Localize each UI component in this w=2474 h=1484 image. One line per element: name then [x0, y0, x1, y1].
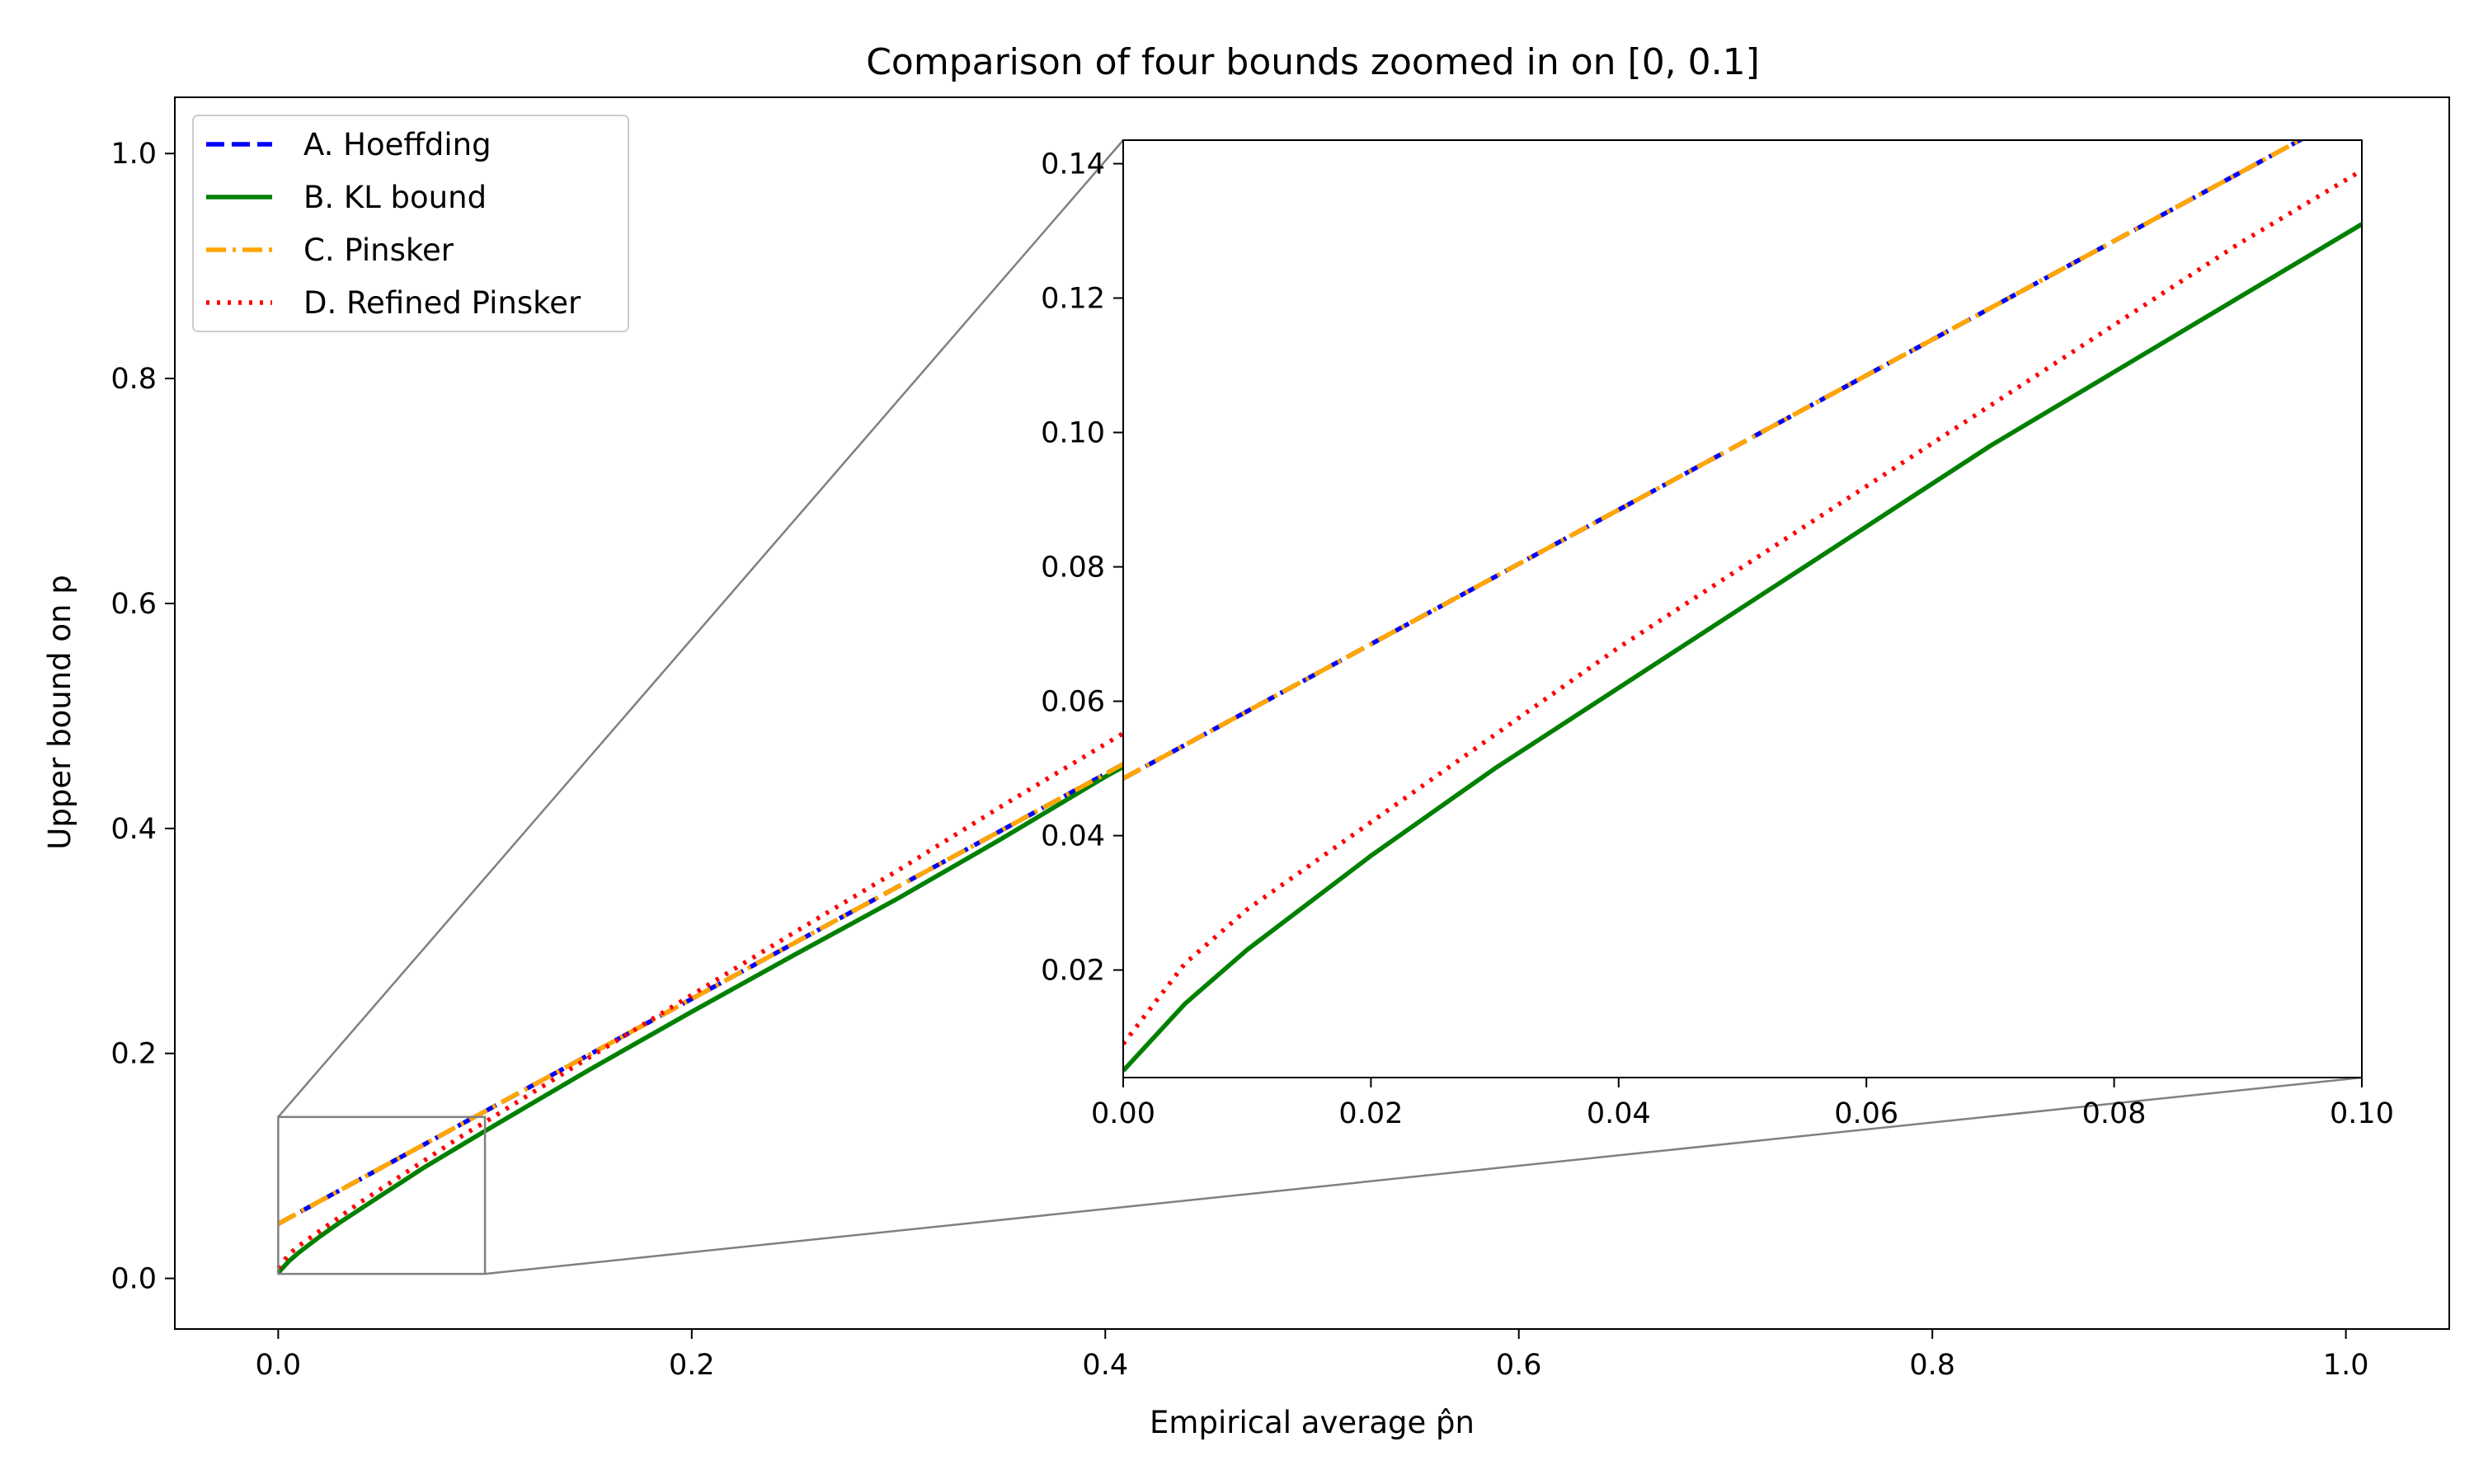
- inset-plot: 0.00 0.02 0.04 0.06 0.08 0.10 0.020.040.060.0…: [1041, 139, 2394, 1130]
- inset-series-layer: [1123, 140, 2362, 1073]
- connector-line-lower: [484, 1076, 2363, 1275]
- inset-x-tick-label: 0.02: [1338, 1097, 1403, 1130]
- inset-series-line-1: [1123, 140, 2305, 781]
- zoom-connector-lines: [277, 139, 2363, 1275]
- x-tick-label: 0.0: [256, 1349, 302, 1382]
- inset-x-tick-label: 0.08: [2082, 1097, 2147, 1130]
- inset-x-tick-label: 0.04: [1587, 1097, 1651, 1130]
- inset-y-tick-label: 0.08: [1041, 552, 1105, 585]
- main-axes-frame: [174, 96, 2450, 1330]
- main-series-line-3: [277, 760, 1127, 1226]
- y-tick-label: 0.0: [111, 1263, 157, 1296]
- legend-label-4: D. Refined Pinsker: [303, 285, 581, 321]
- y-tick-label: 0.6: [111, 588, 157, 621]
- inset-y-tick-label: 0.06: [1041, 686, 1105, 719]
- x-tick-label: 0.4: [1082, 1349, 1128, 1382]
- inset-y-tick-label: 0.04: [1041, 820, 1105, 853]
- main-series-line-2: [276, 763, 1127, 1275]
- x-tick-label: 1.0: [2323, 1349, 2369, 1382]
- main-series-layer: [276, 730, 1127, 1275]
- y-tick-label: 0.4: [111, 813, 157, 846]
- main-series-line-4: [276, 730, 1127, 1270]
- main-y-ticks: 0.0 0.2 0.4 0.6 0.8 1.0: [111, 138, 175, 1296]
- inset-y-tick-label: 0.10: [1041, 417, 1105, 450]
- x-axis-label: Empirical average p̂n: [1150, 1405, 1475, 1440]
- inset-x-tick-label: 0.06: [1834, 1097, 1898, 1130]
- y-tick-label: 0.2: [111, 1038, 157, 1071]
- zoom-indicator-box: [277, 1115, 487, 1275]
- inset-x-ticks: 0.00 0.02 0.04 0.06 0.08 0.10: [1091, 1078, 2394, 1130]
- inset-y-tick-label: 0.12: [1041, 283, 1105, 316]
- y-axis-label: Upper bound on p: [42, 575, 78, 849]
- main-plot: 0.0 0.2 0.4 0.6 0.8 1.0 0.0 0.2 0.4 0.6 0.8 1.0: [111, 96, 2450, 1382]
- inset-series-line-2: [1123, 222, 2362, 1073]
- legend-label-3: C. Pinsker: [303, 232, 454, 268]
- legend-label-2: B. KL bound: [303, 180, 487, 215]
- inset-series-line-3: [1123, 140, 2305, 781]
- chart-title: Comparison of four bounds zoomed in on […: [866, 41, 1760, 83]
- inset-y-ticks: 0.02 0.04 0.06 0.08 0.10 0.12 0.14: [1041, 148, 1123, 988]
- legend-label-1: A. Hoeffding: [303, 127, 492, 162]
- inset-series-line-4: [1123, 168, 2362, 1045]
- inset-y-tick-label: 0.14: [1041, 148, 1105, 181]
- legend: A. Hoeffding B. KL bound C. Pinsker D. Refi…: [192, 115, 629, 332]
- legend-frame: [192, 115, 629, 332]
- legend-entries: A. Hoeffding B. KL bound C. Pinsker D. Refi…: [206, 127, 581, 321]
- y-tick-label: 0.8: [111, 363, 157, 396]
- connector-line-upper: [277, 139, 1124, 1118]
- inset-axes-frame: [1122, 139, 2363, 1078]
- x-tick-label: 0.6: [1496, 1349, 1542, 1382]
- inset-x-tick-label: 0.10: [2330, 1097, 2394, 1130]
- x-tick-label: 0.8: [1909, 1349, 1955, 1382]
- inset-x-tick-label: 0.00: [1091, 1097, 1155, 1130]
- x-tick-label: 0.2: [669, 1349, 715, 1382]
- main-x-ticks: 0.0 0.2 0.4 0.6 0.8 1.0: [256, 1329, 2369, 1382]
- y-tick-label: 1.0: [111, 138, 157, 171]
- inset-y-tick-label: 0.02: [1041, 955, 1105, 988]
